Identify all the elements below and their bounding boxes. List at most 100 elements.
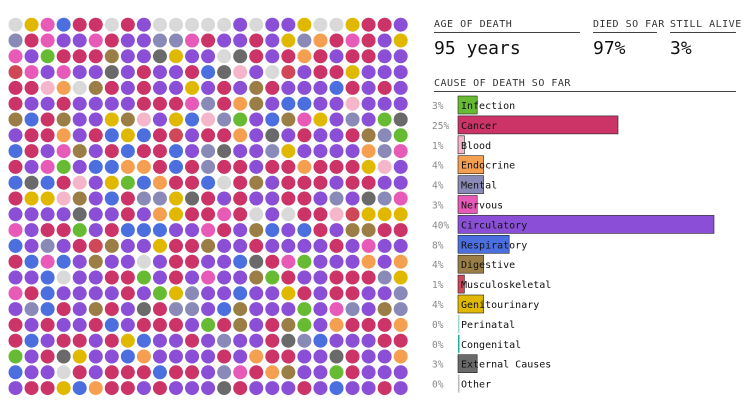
person-dot [361, 159, 376, 174]
person-dot [185, 254, 200, 269]
person-dot [72, 302, 87, 317]
person-dot [329, 286, 344, 301]
person-dot [120, 144, 135, 159]
person-dot [313, 365, 328, 380]
person-dot [104, 144, 119, 159]
person-dot [361, 96, 376, 111]
person-dot [185, 159, 200, 174]
person-dot [152, 49, 167, 64]
person-dot [361, 317, 376, 332]
person-dot [152, 191, 167, 206]
person-dot [56, 238, 71, 253]
still-alive-value: 3% [670, 38, 692, 59]
person-dot [8, 144, 23, 159]
person-dot [265, 17, 280, 32]
person-dot [297, 223, 312, 238]
person-dot [281, 49, 296, 64]
person-dot [56, 17, 71, 32]
person-dot [72, 349, 87, 364]
person-dot [249, 191, 264, 206]
person-dot [281, 286, 296, 301]
person-dot [136, 175, 151, 190]
bar-percent-label: 1% [432, 141, 444, 152]
person-dot [24, 128, 39, 143]
person-dot [24, 223, 39, 238]
person-dot [40, 223, 55, 238]
person-dot [345, 17, 360, 32]
person-dot [329, 302, 344, 317]
person-dot [152, 254, 167, 269]
person-dot [393, 144, 408, 159]
person-dot [104, 223, 119, 238]
person-dot [56, 223, 71, 238]
person-dot [40, 159, 55, 174]
person-dot [393, 270, 408, 285]
person-dot [217, 17, 232, 32]
person-dot [24, 302, 39, 317]
person-dot [136, 238, 151, 253]
person-dot [377, 191, 392, 206]
person-dot [185, 17, 200, 32]
person-dot [377, 17, 392, 32]
person-dot [152, 333, 167, 348]
person-dot [201, 254, 216, 269]
still-alive-label: STILL ALIVE [670, 19, 742, 30]
person-dot [8, 333, 23, 348]
person-dot [169, 96, 183, 111]
person-dot [265, 238, 280, 253]
person-dot [313, 270, 328, 285]
person-dot [313, 286, 328, 301]
bar [458, 334, 460, 353]
person-dot [185, 349, 200, 364]
person-dot [56, 65, 71, 80]
person-dot [88, 302, 103, 317]
person-dot [297, 159, 312, 174]
person-dot [185, 128, 200, 143]
person-dot [329, 254, 344, 269]
person-dot [120, 223, 135, 238]
person-dot [281, 365, 296, 380]
person-dot [201, 17, 216, 32]
person-dot [265, 175, 280, 190]
bar-row-circulatory: 40% Circulatory [432, 215, 715, 234]
person-dot [329, 381, 344, 396]
person-dot [345, 333, 360, 348]
person-dot [185, 207, 200, 222]
person-dot [72, 381, 87, 396]
person-dot [217, 223, 232, 238]
person-dot [329, 96, 344, 111]
person-dot [72, 49, 87, 64]
person-dot [361, 286, 376, 301]
bar [457, 155, 484, 174]
person-dot [120, 207, 135, 222]
person-dot [56, 270, 71, 285]
bar-percent-label: 4% [432, 181, 444, 192]
person-dot [169, 65, 183, 80]
bar-row-cancer: 25% Cancer [432, 115, 619, 135]
person-dot [329, 17, 344, 32]
person-dot [329, 33, 344, 48]
person-dot [136, 80, 151, 95]
person-dot [217, 349, 232, 364]
person-dot [297, 17, 312, 32]
person-dot [169, 381, 183, 396]
person-dot [40, 270, 55, 285]
person-dot [233, 80, 248, 95]
person-dot [56, 254, 71, 269]
bar [458, 314, 460, 333]
person-dot [104, 302, 119, 317]
person-dot [377, 128, 392, 143]
person-dot [56, 144, 71, 159]
person-dot [136, 381, 151, 396]
person-dot [361, 333, 376, 348]
died-so-far-value: 97% [593, 38, 626, 59]
person-dot [281, 349, 296, 364]
person-dot [393, 238, 408, 253]
person-dot [185, 286, 200, 301]
person-dot [345, 349, 360, 364]
person-dot [104, 112, 119, 127]
person-dot [377, 317, 392, 332]
person-dot [169, 207, 183, 222]
person-dot [40, 333, 55, 348]
person-dot [329, 238, 344, 253]
